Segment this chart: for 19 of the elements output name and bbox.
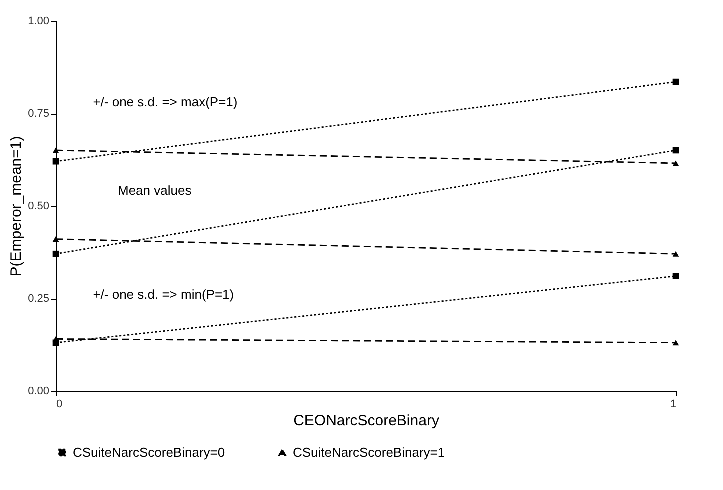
point: [672, 147, 680, 154]
y-axis-title: P(Emperor_mean=1): [8, 136, 26, 277]
x-tick-label: 1: [670, 398, 676, 410]
point: [672, 273, 680, 280]
annotation: +/- one s.d. => max(P=1): [93, 94, 238, 110]
point: [672, 78, 680, 86]
y-tick-label: 0.50: [28, 200, 50, 212]
annotation: +/- one s.d. => min(P=1): [93, 286, 234, 302]
legend-label: CSuiteNarcScoreBinary=1: [293, 444, 446, 460]
point: [52, 158, 60, 165]
y-tick-label: 0.00: [28, 386, 50, 398]
legend-label: CSuiteNarcScoreBinary=0: [73, 444, 226, 460]
point: [52, 250, 60, 258]
y-tick-label: 0.75: [28, 108, 50, 120]
y-tick-label: 0.25: [28, 293, 50, 305]
y-tick-label: 1.00: [28, 16, 50, 28]
x-tick-label: 0: [56, 398, 63, 410]
annotation: Mean values: [118, 183, 192, 198]
x-axis-title: CEONarcScoreBinary: [294, 412, 440, 430]
